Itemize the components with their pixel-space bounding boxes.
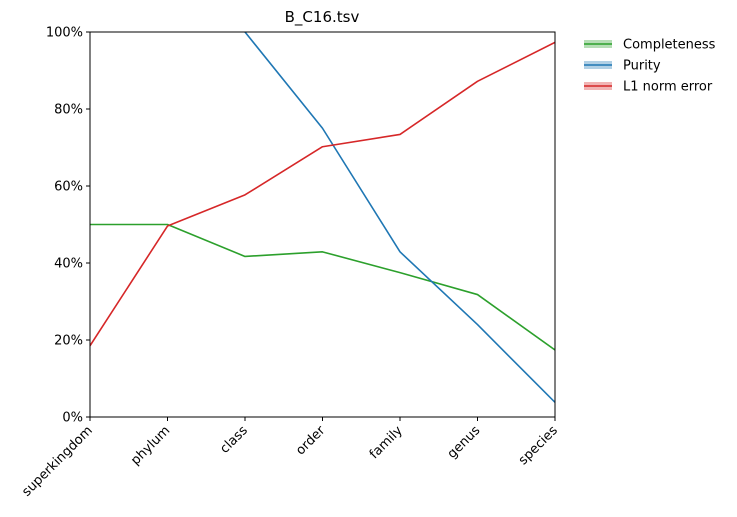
series-line-purity [244, 31, 555, 403]
legend: Completeness Purity L1 norm error [584, 38, 716, 95]
x-tick-label: order [293, 423, 329, 459]
x-tick-label: class [217, 423, 251, 457]
legend-label: L1 norm error [623, 80, 713, 95]
chart-title: B_C16.tsv [285, 8, 360, 27]
y-tick-label: 20% [54, 334, 83, 349]
series-layer [90, 31, 555, 403]
x-tick-label: species [516, 423, 561, 468]
legend-label: Purity [623, 59, 661, 74]
x-axis: superkingdom phylum class order family genus s… [19, 417, 561, 500]
y-axis: 0% 20% 40% 60% 80% 100% [46, 26, 90, 426]
y-tick-label: 60% [54, 180, 83, 195]
x-tick-label: genus [445, 423, 484, 462]
y-tick-label: 80% [54, 103, 83, 118]
x-tick-label: superkingdom [19, 423, 95, 499]
legend-label: Completeness [623, 38, 716, 53]
x-tick-label: family [367, 423, 406, 462]
series-line-completeness [90, 223, 555, 351]
y-tick-label: 100% [46, 26, 83, 41]
y-tick-label: 0% [62, 411, 83, 426]
series-line-l1-norm-error [90, 41, 555, 347]
y-tick-label: 40% [54, 257, 83, 272]
x-tick-label: phylum [128, 423, 173, 468]
